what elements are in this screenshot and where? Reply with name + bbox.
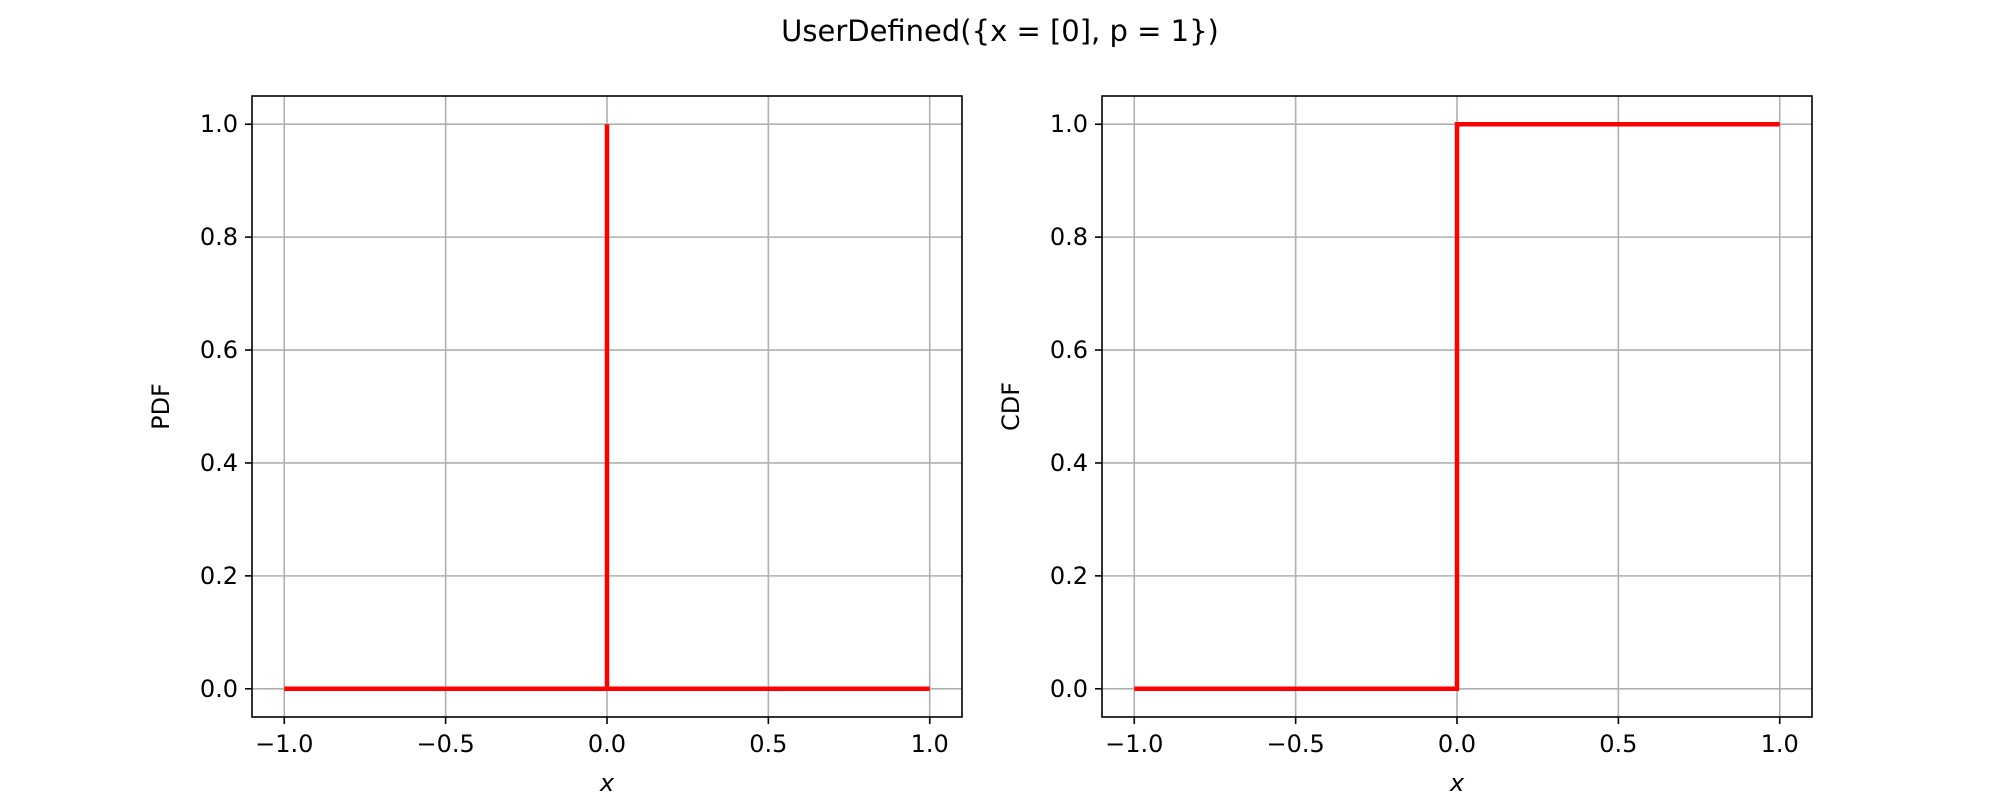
cdf-y-tick-label-3: 0.6 [1050, 336, 1088, 364]
cdf-x-tick-label-2: 0.0 [1438, 730, 1476, 758]
pdf-axes: −1.0 −0.5 0.0 0.5 1.0 0.0 0.2 0.4 0.6 0.8 1.0 x PDF [147, 95, 963, 797]
pdf-series-line-0 [284, 124, 930, 692]
cdf-y-tick-label-1: 0.2 [1050, 562, 1088, 590]
pdf-x-tick-label-3: 0.5 [749, 730, 787, 758]
pdf-y-tick-label-1: 0.2 [200, 562, 238, 590]
cdf-series-line-0 [1134, 121, 1780, 692]
pdf-y-tick-label-2: 0.4 [200, 449, 238, 477]
figure-title: UserDefined({x = [0], p = 1}) [781, 14, 1219, 48]
pdf-x-tick-label-2: 0.0 [588, 730, 626, 758]
cdf-x-tick-label-4: 1.0 [1761, 730, 1799, 758]
pdf-x-tick-label-1: −0.5 [416, 730, 474, 758]
pdf-y-tick-label-5: 1.0 [200, 110, 238, 138]
cdf-y-tick-label-0: 0.0 [1050, 675, 1088, 703]
pdf-y-tick-label-3: 0.6 [200, 336, 238, 364]
cdf-y-tick-label-4: 0.8 [1050, 223, 1088, 251]
pdf-x-tick-label-0: −1.0 [255, 730, 313, 758]
cdf-axes: −1.0 −0.5 0.0 0.5 1.0 0.0 0.2 0.4 0.6 0.8 1.0 x CDF [997, 95, 1813, 797]
cdf-y-tick-label-2: 0.4 [1050, 449, 1088, 477]
cdf-x-axis-label: x [1449, 769, 1465, 797]
pdf-y-tick-label-4: 0.8 [200, 223, 238, 251]
cdf-x-tick-label-0: −1.0 [1105, 730, 1163, 758]
pdf-x-tick-label-4: 1.0 [911, 730, 949, 758]
pdf-y-tick-label-0: 0.0 [200, 675, 238, 703]
cdf-y-axis-label: CDF [997, 382, 1025, 431]
pdf-y-axis-label: PDF [147, 383, 175, 430]
cdf-x-tick-label-1: −0.5 [1266, 730, 1324, 758]
axes-layer: −1.0 −0.5 0.0 0.5 1.00.00.20.40.60.81.0xPDF−… [147, 95, 1813, 797]
cdf-y-tick-label-5: 1.0 [1050, 110, 1088, 138]
cdf-x-tick-label-3: 0.5 [1599, 730, 1637, 758]
pdf-x-axis-label: x [599, 769, 615, 797]
